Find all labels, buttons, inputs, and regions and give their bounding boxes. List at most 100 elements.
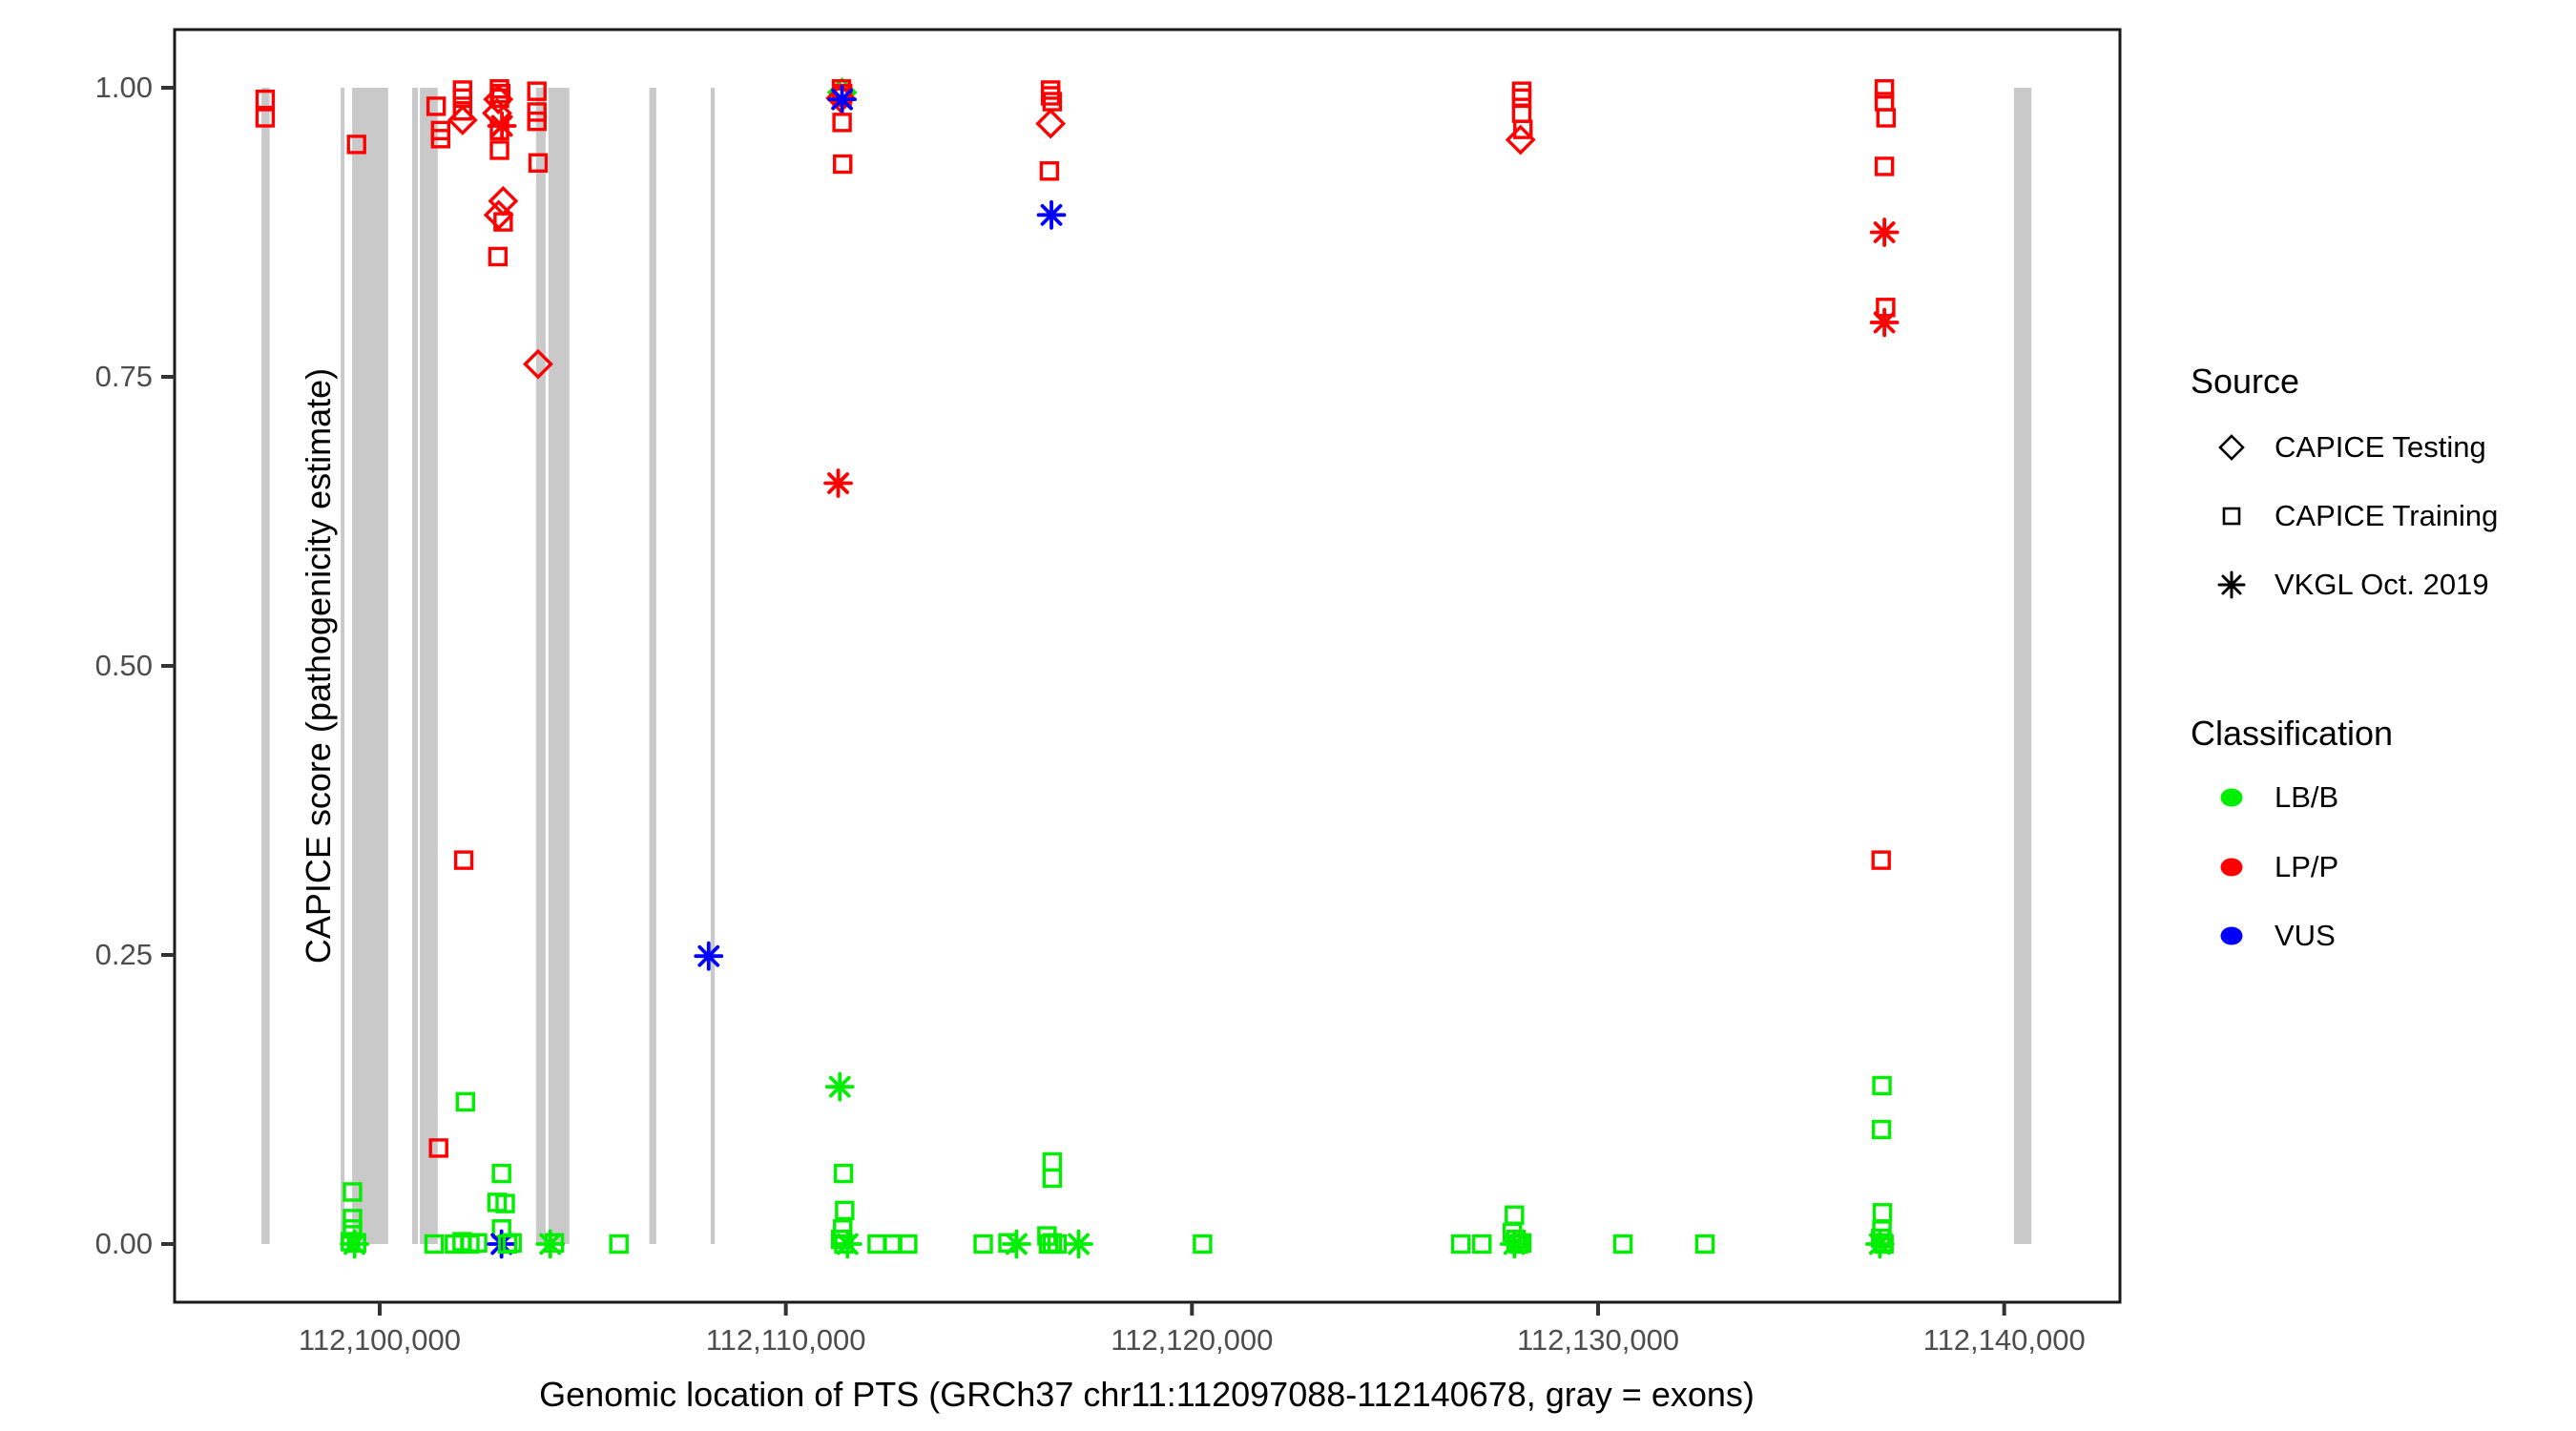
data-point-square xyxy=(346,1233,366,1253)
data-point-square xyxy=(493,212,513,232)
data-point-diamond xyxy=(447,105,478,135)
data-point-square xyxy=(1513,119,1533,139)
data-point-square xyxy=(1193,1234,1213,1255)
exon-bar xyxy=(352,88,388,1244)
x-tick-label: 112,120,000 xyxy=(1111,1323,1274,1357)
data-point-square xyxy=(452,101,473,121)
data-point-square xyxy=(1874,79,1895,99)
data-point-asterisk xyxy=(1002,1229,1031,1259)
data-point-diamond xyxy=(1505,124,1536,156)
exon-bar xyxy=(2013,88,2032,1244)
square-icon xyxy=(2222,507,2241,526)
data-point-square xyxy=(1694,1234,1715,1255)
data-point-square xyxy=(489,120,509,141)
data-point-square xyxy=(455,1091,475,1112)
data-point-asterisk xyxy=(824,1071,855,1102)
data-point-square xyxy=(255,89,276,110)
data-point-square xyxy=(255,108,276,128)
data-point-square xyxy=(424,1234,445,1255)
x-tick-label: 112,130,000 xyxy=(1516,1323,1680,1357)
data-point-square xyxy=(1040,86,1061,106)
x-tick-label: 112,110,000 xyxy=(705,1323,866,1357)
legend-item-label: LB/B xyxy=(2275,780,2339,814)
exon-bar xyxy=(649,88,656,1244)
exon-bar xyxy=(535,88,546,1244)
diamond-icon xyxy=(2218,434,2245,461)
y-axis-title: CAPICE score (pathogenicity estimate) xyxy=(299,367,339,964)
y-tick-label: 1.00 xyxy=(94,71,153,104)
data-point-asterisk xyxy=(1869,307,1900,338)
data-point-square xyxy=(346,135,366,155)
legend-item-label: CAPICE Training xyxy=(2275,499,2499,532)
data-point-asterisk xyxy=(827,84,858,114)
data-point-square xyxy=(544,1233,565,1253)
data-point-square xyxy=(1871,1119,1892,1140)
exon-bar xyxy=(341,88,345,1244)
data-point-square xyxy=(1042,1168,1063,1189)
exon-bar xyxy=(412,88,418,1244)
y-tick-label: 0.25 xyxy=(94,938,153,971)
data-point-square xyxy=(1039,161,1060,181)
data-point-square xyxy=(973,1234,993,1255)
legend-item-label: CAPICE Testing xyxy=(2275,430,2486,464)
data-point-square xyxy=(426,96,447,116)
data-point-square xyxy=(1042,92,1063,112)
data-point-square xyxy=(1872,1203,1893,1223)
y-tick-label: 0.75 xyxy=(94,360,153,393)
data-point-square xyxy=(1612,1234,1633,1255)
y-tick-label: 0.00 xyxy=(94,1227,153,1260)
data-point-diamond xyxy=(488,185,519,217)
data-point-square xyxy=(488,246,509,267)
data-point-square xyxy=(835,1200,855,1221)
x-tick-label: 112,100,000 xyxy=(298,1323,461,1357)
data-point-square xyxy=(832,113,852,133)
data-point-diamond xyxy=(1035,108,1067,139)
exon-bar xyxy=(261,88,270,1244)
data-point-square xyxy=(495,1193,515,1213)
data-point-diamond xyxy=(523,348,553,380)
data-point-square xyxy=(1450,1234,1471,1255)
data-point-square xyxy=(491,1163,511,1184)
data-point-square xyxy=(833,154,853,175)
data-point-asterisk xyxy=(1869,218,1900,247)
data-point-square xyxy=(528,153,549,173)
data-point-asterisk xyxy=(694,941,724,971)
data-point-diamond xyxy=(483,84,514,115)
data-point-square xyxy=(1511,1233,1532,1253)
legend-source-title: Source xyxy=(2191,362,2300,401)
data-point-square xyxy=(833,1163,854,1184)
data-point-square xyxy=(430,129,451,149)
data-point-asterisk xyxy=(832,1229,862,1259)
data-point-square xyxy=(1872,1075,1892,1096)
data-point-square xyxy=(609,1234,629,1255)
data-point-square xyxy=(1505,1205,1525,1225)
data-point-square xyxy=(343,1219,363,1239)
data-point-diamond xyxy=(483,199,514,231)
data-point-asterisk xyxy=(1036,199,1067,230)
data-point-square xyxy=(1871,850,1891,870)
data-point-square xyxy=(453,850,474,870)
data-point-square xyxy=(343,1182,363,1202)
exon-bar xyxy=(548,88,570,1244)
legend-classification-title: Classification xyxy=(2191,714,2394,753)
green-dot-icon xyxy=(2220,788,2243,807)
exon-bar xyxy=(420,88,438,1244)
data-point-square xyxy=(502,1233,522,1253)
data-point-square xyxy=(343,1209,363,1229)
exon-bar xyxy=(710,88,716,1244)
data-point-square xyxy=(867,1234,887,1255)
asterisk-icon xyxy=(2217,570,2246,599)
red-dot-icon xyxy=(2220,858,2243,877)
x-tick-label: 112,140,000 xyxy=(1922,1323,2086,1357)
data-point-square xyxy=(1472,1234,1492,1255)
data-point-square xyxy=(428,1138,448,1158)
data-point-asterisk xyxy=(1865,1229,1895,1259)
data-point-square xyxy=(1042,1151,1063,1172)
x-axis-title: Genomic location of PTS (GRCh37 chr11:11… xyxy=(539,1375,1755,1414)
y-tick-label: 0.50 xyxy=(94,649,153,682)
data-point-square xyxy=(489,88,509,109)
data-point-square xyxy=(527,111,547,132)
data-point-square xyxy=(527,81,547,101)
